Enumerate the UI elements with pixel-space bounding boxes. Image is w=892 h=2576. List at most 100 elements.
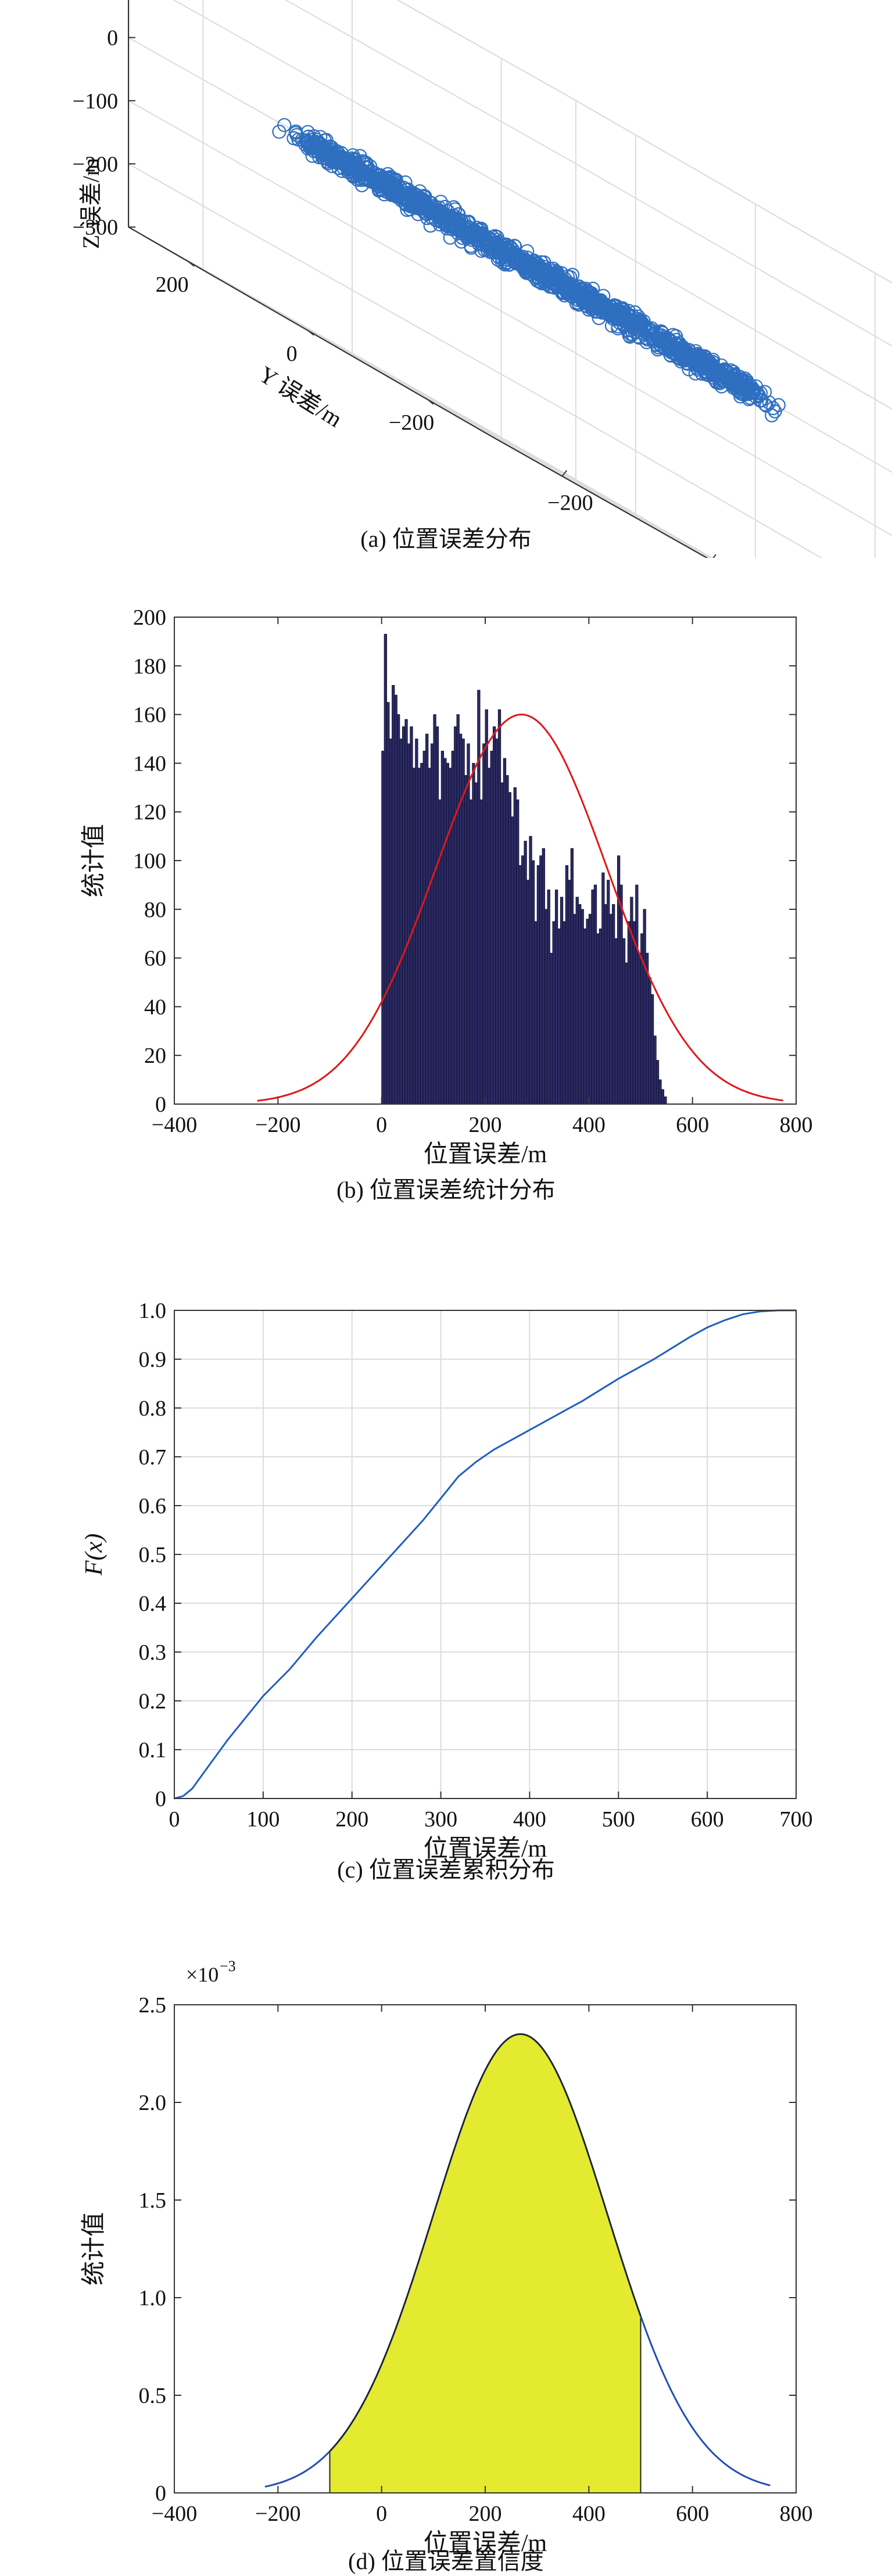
x-tick-label: 400 <box>572 1113 606 1137</box>
histogram-bar <box>433 714 436 1105</box>
y-tick-label: −200 <box>389 411 434 435</box>
scatter-point <box>354 178 369 192</box>
histogram-bar <box>399 739 403 1105</box>
y-tick-label: 0.9 <box>139 1348 167 1372</box>
histogram-bar <box>488 768 491 1105</box>
histogram-bar <box>529 836 532 1105</box>
x-tick-label: 700 <box>780 1807 813 1832</box>
y-tick-label: 40 <box>144 995 166 1019</box>
histogram-bar <box>661 1089 665 1105</box>
scatter-point <box>596 299 611 314</box>
histogram-bar <box>552 921 556 1105</box>
histogram-bar <box>635 884 639 1105</box>
x-tick-label: 0 <box>169 1807 180 1832</box>
side-wall-grid-z <box>575 163 892 347</box>
histogram-bar <box>420 762 424 1105</box>
x-tick-label: 200 <box>335 1807 368 1832</box>
histogram-bar <box>422 751 426 1105</box>
z-tick-label: −200 <box>73 152 118 177</box>
histogram-bar <box>619 884 623 1105</box>
x-tick-label: −200 <box>255 1113 300 1137</box>
histogram-bar <box>575 897 579 1105</box>
caption-c: (c) 位置误差累积分布 <box>337 1857 555 1883</box>
scatter-point <box>475 226 490 241</box>
histogram-bar <box>607 880 610 1105</box>
y-tick-label: 2.5 <box>139 1993 167 2018</box>
histogram-bar <box>614 938 618 1105</box>
caption-b: (b) 位置误差统计分布 <box>336 1177 556 1203</box>
histogram-bar <box>653 1036 657 1105</box>
histogram-bar <box>650 994 654 1105</box>
scatter-point <box>547 267 562 281</box>
histogram-bar <box>404 719 408 1105</box>
scatter-point <box>473 228 488 242</box>
histogram-bar <box>612 904 615 1105</box>
y-tick-label: 200 <box>133 606 166 630</box>
scatter-point <box>364 174 378 189</box>
pdf-curve-shaded <box>329 2033 642 2452</box>
x-tick-label: 100 <box>246 1807 280 1832</box>
x-axis-title: 位置误差/m <box>424 1141 547 1168</box>
y-tick-label: 60 <box>144 947 166 971</box>
scatter-point <box>768 404 782 419</box>
x-tick-label: 400 <box>572 2502 606 2526</box>
x-tick-label: 800 <box>780 1113 813 1137</box>
histogram-bar <box>449 768 452 1105</box>
x-tick-label: −200 <box>547 491 593 515</box>
histogram-bar <box>407 743 411 1105</box>
scatter-point <box>651 340 666 355</box>
scatter-point <box>700 354 714 368</box>
scatter-point <box>446 208 461 223</box>
y-tick-label: 120 <box>133 800 166 825</box>
histogram-bar <box>482 743 486 1105</box>
x-tick-label: −400 <box>152 1113 197 1137</box>
y-tick-label: 0.2 <box>139 1689 167 1714</box>
histogram-bar <box>402 726 406 1105</box>
histogram-bar <box>518 865 522 1105</box>
scatter-point <box>511 249 526 264</box>
scatter-point <box>489 232 503 247</box>
y-axis-title: Y 误差/m <box>255 361 347 432</box>
histogram-bar <box>456 714 460 1105</box>
y-tick-label: 0.3 <box>139 1640 167 1665</box>
histogram-bar <box>526 880 530 1105</box>
histogram-bar <box>511 816 514 1105</box>
y-tick-label: 1.0 <box>139 1299 167 1323</box>
histogram-bar <box>485 709 488 1105</box>
panel-d: 0 0.5 1.0 1.5 2.0 2.5 −400 −200 0 200 400 600 800 ×10… <box>0 1918 892 2574</box>
histogram-bar <box>516 799 520 1105</box>
x-tick <box>712 554 717 558</box>
scatter-point <box>422 203 438 218</box>
scatter-point <box>534 261 549 276</box>
scatter-point <box>640 321 655 335</box>
histogram-bar <box>389 739 392 1105</box>
histogram-bar <box>664 1097 667 1105</box>
histogram-bar <box>625 962 628 1105</box>
histogram-bar <box>568 880 571 1105</box>
histogram-bar <box>506 775 509 1105</box>
histogram-bar <box>438 799 442 1105</box>
scatter-point <box>714 365 728 379</box>
histogram-bar <box>479 799 483 1105</box>
scatter-point <box>576 291 592 305</box>
histogram-bar <box>586 919 589 1105</box>
scatter-point <box>580 299 594 314</box>
histogram-bar <box>609 913 612 1105</box>
histogram-bar <box>513 787 517 1105</box>
scatter-point <box>333 149 348 164</box>
histogram-bar <box>632 921 636 1105</box>
histogram-bar <box>500 782 504 1105</box>
y-tick <box>188 261 195 267</box>
histogram-bar <box>536 865 540 1105</box>
y-tick-label: 0 <box>155 2481 166 2506</box>
scale-factor-label: ×10 <box>186 1963 218 1986</box>
scatter-point <box>614 305 628 320</box>
x-tick-label: 600 <box>676 2502 709 2526</box>
histogram-bar <box>467 743 470 1105</box>
scatter-point <box>736 382 751 396</box>
x-tick-label: 300 <box>424 1807 457 1832</box>
scatter-point <box>471 234 485 248</box>
x-tick-label: −400 <box>152 2502 197 2526</box>
histogram-bar <box>412 768 416 1105</box>
confidence-area <box>329 2034 641 2493</box>
